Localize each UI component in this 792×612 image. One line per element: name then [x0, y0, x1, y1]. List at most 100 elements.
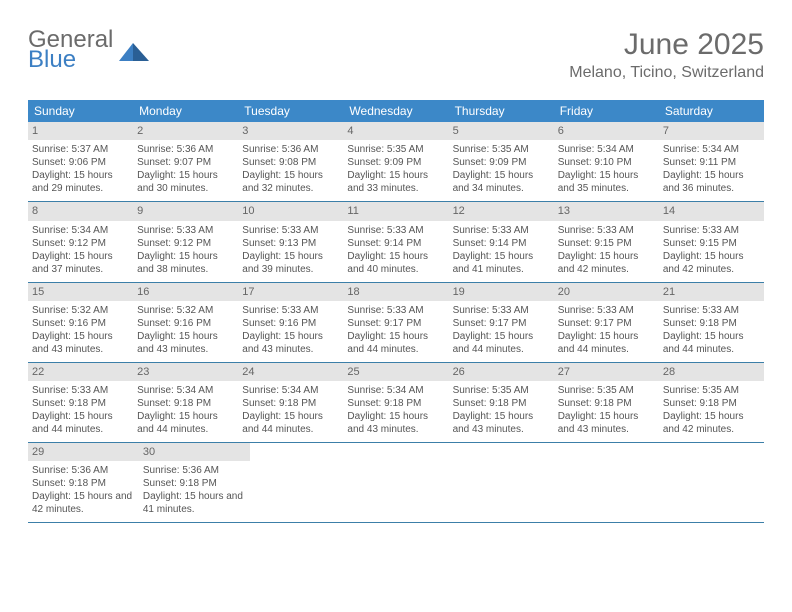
day-cell: 29Sunrise: 5:36 AMSunset: 9:18 PMDayligh… — [28, 443, 139, 522]
day-cell: 7Sunrise: 5:34 AMSunset: 9:11 PMDaylight… — [659, 122, 764, 201]
day-cell: 16Sunrise: 5:32 AMSunset: 9:16 PMDayligh… — [133, 283, 238, 362]
day-cell: 13 Sunrise: 5:33 AMSunset: 9:15 PMDayligh… — [554, 202, 659, 281]
day-cell: 25Sunrise: 5:34 AMSunset: 9:18 PMDayligh… — [343, 363, 448, 442]
sunrise-line: Sunrise: 5:36 AM — [137, 143, 234, 156]
weekday-header: Saturday — [659, 100, 764, 122]
sunrise-line: Sunrise: 5:36 AM — [143, 464, 246, 477]
sunset-line: Sunset: 9:18 PM — [137, 397, 234, 410]
sunset-line: Sunset: 9:14 PM — [453, 237, 550, 250]
day-number: 16 — [133, 283, 238, 301]
day-cell: 22Sunrise: 5:33 AMSunset: 9:18 PMDayligh… — [28, 363, 133, 442]
location: Melano, Ticino, Switzerland — [569, 64, 764, 82]
sunrise-line: Sunrise: 5:34 AM — [663, 143, 760, 156]
week-row: 15Sunrise: 5:32 AMSunset: 9:16 PMDayligh… — [28, 283, 764, 363]
week-row: 1Sunrise: 5:37 AMSunset: 9:06 PMDaylight… — [28, 122, 764, 202]
daylight-line: Daylight: 15 hours and 44 minutes. — [32, 410, 129, 436]
day-number: 4 — [343, 122, 448, 140]
sunset-line: Sunset: 9:17 PM — [347, 317, 444, 330]
daylight-line: Daylight: 15 hours and 29 minutes. — [32, 169, 129, 195]
day-cell: 8 Sunrise: 5:34 AMSunset: 9:12 PMDaylight… — [28, 202, 133, 281]
sunset-line: Sunset: 9:08 PM — [242, 156, 339, 169]
sunset-line: Sunset: 9:09 PM — [347, 156, 444, 169]
sunset-line: Sunset: 9:15 PM — [558, 237, 655, 250]
sunrise-line: Sunrise: 5:34 AM — [32, 224, 129, 237]
daylight-line: Daylight: 15 hours and 36 minutes. — [663, 169, 760, 195]
weeks-container: 1Sunrise: 5:37 AMSunset: 9:06 PMDaylight… — [28, 122, 764, 523]
daylight-line: Daylight: 15 hours and 37 minutes. — [32, 250, 129, 276]
sunrise-line: Sunrise: 5:33 AM — [137, 224, 234, 237]
day-number: 13 — [554, 202, 659, 220]
day-cell: 21Sunrise: 5:33 AMSunset: 9:18 PMDayligh… — [659, 283, 764, 362]
sunrise-line: Sunrise: 5:33 AM — [558, 224, 655, 237]
day-number: 21 — [659, 283, 764, 301]
day-cell: 17Sunrise: 5:33 AMSunset: 9:16 PMDayligh… — [238, 283, 343, 362]
week-row: 29Sunrise: 5:36 AMSunset: 9:18 PMDayligh… — [28, 443, 764, 523]
daylight-line: Daylight: 15 hours and 44 minutes. — [347, 330, 444, 356]
sunset-line: Sunset: 9:07 PM — [137, 156, 234, 169]
daylight-line: Daylight: 15 hours and 30 minutes. — [137, 169, 234, 195]
sunrise-line: Sunrise: 5:33 AM — [347, 224, 444, 237]
daylight-line: Daylight: 15 hours and 43 minutes. — [32, 330, 129, 356]
day-cell: 3Sunrise: 5:36 AMSunset: 9:08 PMDaylight… — [238, 122, 343, 201]
day-cell: 6Sunrise: 5:34 AMSunset: 9:10 PMDaylight… — [554, 122, 659, 201]
day-cell: 26Sunrise: 5:35 AMSunset: 9:18 PMDayligh… — [449, 363, 554, 442]
sunset-line: Sunset: 9:11 PM — [663, 156, 760, 169]
daylight-line: Daylight: 15 hours and 43 minutes. — [137, 330, 234, 356]
sunset-line: Sunset: 9:16 PM — [32, 317, 129, 330]
day-number: 23 — [133, 363, 238, 381]
week-row: 22Sunrise: 5:33 AMSunset: 9:18 PMDayligh… — [28, 363, 764, 443]
day-number: 26 — [449, 363, 554, 381]
weekday-header-row: Sunday Monday Tuesday Wednesday Thursday… — [28, 100, 764, 122]
month-title: June 2025 — [569, 28, 764, 62]
daylight-line: Daylight: 15 hours and 43 minutes. — [558, 410, 655, 436]
sunrise-line: Sunrise: 5:33 AM — [453, 224, 550, 237]
weekday-header: Friday — [554, 100, 659, 122]
sunrise-line: Sunrise: 5:35 AM — [347, 143, 444, 156]
sunrise-line: Sunrise: 5:33 AM — [453, 304, 550, 317]
day-number: 9 — [133, 202, 238, 220]
sunset-line: Sunset: 9:09 PM — [453, 156, 550, 169]
empty-cell — [353, 443, 456, 522]
sunset-line: Sunset: 9:06 PM — [32, 156, 129, 169]
sunset-line: Sunset: 9:16 PM — [242, 317, 339, 330]
daylight-line: Daylight: 15 hours and 43 minutes. — [453, 410, 550, 436]
weekday-header: Tuesday — [238, 100, 343, 122]
daylight-line: Daylight: 15 hours and 39 minutes. — [242, 250, 339, 276]
day-cell: 5Sunrise: 5:35 AMSunset: 9:09 PMDaylight… — [449, 122, 554, 201]
sunrise-line: Sunrise: 5:35 AM — [453, 143, 550, 156]
day-cell: 18Sunrise: 5:33 AMSunset: 9:17 PMDayligh… — [343, 283, 448, 362]
day-number: 30 — [139, 443, 250, 461]
day-cell: 27Sunrise: 5:35 AMSunset: 9:18 PMDayligh… — [554, 363, 659, 442]
sunset-line: Sunset: 9:18 PM — [143, 477, 246, 490]
sunset-line: Sunset: 9:14 PM — [347, 237, 444, 250]
day-cell: 15Sunrise: 5:32 AMSunset: 9:16 PMDayligh… — [28, 283, 133, 362]
daylight-line: Daylight: 15 hours and 43 minutes. — [347, 410, 444, 436]
day-cell: 10Sunrise: 5:33 AMSunset: 9:13 PMDayligh… — [238, 202, 343, 281]
daylight-line: Daylight: 15 hours and 42 minutes. — [663, 250, 760, 276]
sunset-line: Sunset: 9:18 PM — [663, 397, 760, 410]
day-cell: 23Sunrise: 5:34 AMSunset: 9:18 PMDayligh… — [133, 363, 238, 442]
day-number: 1 — [28, 122, 133, 140]
weekday-header: Monday — [133, 100, 238, 122]
daylight-line: Daylight: 15 hours and 41 minutes. — [453, 250, 550, 276]
daylight-line: Daylight: 15 hours and 44 minutes. — [242, 410, 339, 436]
sunrise-line: Sunrise: 5:36 AM — [32, 464, 135, 477]
day-number: 8 — [28, 202, 133, 220]
sunrise-line: Sunrise: 5:33 AM — [663, 304, 760, 317]
sunset-line: Sunset: 9:12 PM — [32, 237, 129, 250]
sunset-line: Sunset: 9:18 PM — [663, 317, 760, 330]
daylight-line: Daylight: 15 hours and 42 minutes. — [558, 250, 655, 276]
day-cell: 2 Sunrise: 5:36 AMSunset: 9:07 PMDaylight… — [133, 122, 238, 201]
sunrise-line: Sunrise: 5:33 AM — [32, 384, 129, 397]
day-number: 29 — [28, 443, 139, 461]
logo: General Blue — [28, 28, 149, 72]
week-row: 8Sunrise: 5:34 AMSunset: 9:12 PMDaylight… — [28, 202, 764, 282]
daylight-line: Daylight: 15 hours and 32 minutes. — [242, 169, 339, 195]
empty-cell — [250, 443, 353, 522]
sunrise-line: Sunrise: 5:35 AM — [663, 384, 760, 397]
daylight-line: Daylight: 15 hours and 38 minutes. — [137, 250, 234, 276]
day-cell: 28Sunrise: 5:35 AMSunset: 9:18 PMDayligh… — [659, 363, 764, 442]
daylight-line: Daylight: 15 hours and 34 minutes. — [453, 169, 550, 195]
day-number: 2 — [133, 122, 238, 140]
day-number: 6 — [554, 122, 659, 140]
